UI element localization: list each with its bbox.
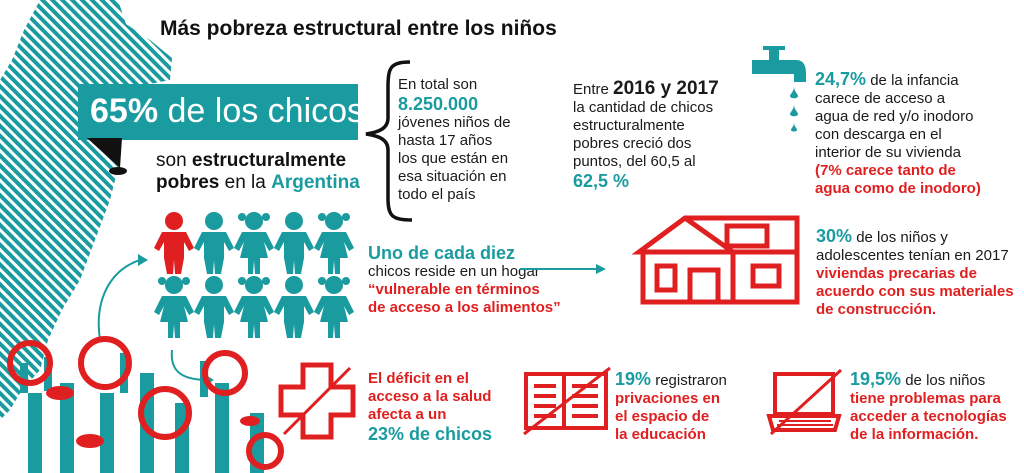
- total-block: En total son 8.250.000 jóvenes niños de …: [398, 76, 528, 204]
- growth-line: estructuralmente: [573, 117, 685, 134]
- housing-pct: 30%: [816, 226, 853, 246]
- book-icon: [523, 366, 611, 436]
- hero-line2-bold: estructuralmente: [191, 150, 347, 171]
- health-red: afecta a un: [368, 406, 447, 423]
- food-head: Uno de cada diez: [368, 243, 516, 263]
- total-line: jóvenes niños de: [398, 114, 511, 131]
- food-red2: de acceso a los alimentos”: [368, 299, 561, 316]
- total-line: los que están en: [398, 150, 509, 167]
- technology-red: acceder a tecnologías: [850, 408, 1007, 425]
- water-line: con descarga en el: [815, 126, 942, 143]
- laptop-icon: [766, 368, 843, 436]
- hero-line2-pre: son: [156, 150, 192, 171]
- technology-red: de la información.: [850, 426, 979, 443]
- water-block: 24,7% de la infancia carece de acceso a …: [815, 70, 1020, 198]
- education-red: privaciones en: [615, 390, 721, 407]
- health-value: 23% de chicos: [368, 424, 493, 444]
- hero-banner: [78, 84, 358, 140]
- housing-line2: adolescentes tenían en 2017: [816, 247, 1009, 264]
- food-red1: “vulnerable en términos: [368, 281, 540, 298]
- food-line2: chicos reside en un hogar: [368, 263, 540, 280]
- hero-line3-mid: en la: [219, 172, 272, 193]
- brace-icon: [365, 60, 413, 222]
- page-title: Más pobreza estructural entre los niños: [160, 17, 557, 40]
- technology-line1: de los niños: [901, 372, 986, 389]
- water-line: interior de su vivienda: [815, 144, 961, 161]
- education-red: la educación: [615, 426, 706, 443]
- hero-line3-bold: pobres: [156, 172, 220, 193]
- growth-line: puntos, del 60,5 al: [573, 153, 696, 170]
- water-red2: agua como de inodoro): [815, 180, 981, 197]
- water-pct: 24,7%: [815, 69, 867, 89]
- housing-red: acuerdo con sus materiales: [816, 283, 1014, 300]
- house-icon: [631, 215, 800, 305]
- growth-value: 62,5 %: [573, 171, 630, 191]
- total-number: 8.250.000: [398, 94, 479, 114]
- health-block: El déficit en el acceso a la salud afect…: [368, 370, 518, 445]
- education-pct: 19%: [615, 369, 652, 389]
- hero-sub: son estructuralmente pobres en la Argent…: [156, 150, 360, 194]
- hero-headline: 65% de los chicos: [90, 92, 364, 130]
- growth-line: la cantidad de chicos: [573, 99, 714, 116]
- raised-hands-icon: [7, 336, 284, 473]
- water-line1: de la infancia: [866, 72, 959, 89]
- hero-pct: 65%: [90, 92, 159, 130]
- health-red: acceso a la salud: [368, 388, 492, 405]
- housing-block: 30% de los niños y adolescentes tenían e…: [816, 227, 1021, 319]
- banner-pointer-icon: [87, 138, 127, 175]
- water-line: carece de acceso a: [815, 90, 946, 107]
- total-line: todo el país: [398, 186, 476, 203]
- total-line1: En total son: [398, 76, 478, 93]
- hero-label: de los chicos: [158, 92, 365, 130]
- faucet-icon: [752, 46, 806, 132]
- growth-block: Entre 2016 y 2017 la cantidad de chicos …: [573, 78, 763, 191]
- food-block: Uno de cada diez chicos reside en un hog…: [368, 243, 608, 317]
- technology-block: 19,5% de los niños tiene problemas para …: [850, 370, 1020, 444]
- total-line: esa situación en: [398, 168, 507, 185]
- education-block: 19% registraron privaciones en el espaci…: [615, 370, 765, 444]
- water-red1: (7% carece tanto de: [815, 162, 956, 179]
- growth-line: pobres creció dos: [573, 135, 692, 152]
- hero-country: Argentina: [271, 172, 360, 193]
- housing-line1: de los niños y: [852, 229, 948, 246]
- water-line: agua de red y/o inodoro: [815, 108, 974, 125]
- health-cross-icon: [278, 362, 356, 440]
- technology-red: tiene problemas para: [850, 390, 1001, 407]
- housing-red: viviendas precarias de: [816, 265, 977, 282]
- education-line1: registraron: [651, 372, 727, 389]
- health-red: El déficit en el: [368, 370, 469, 387]
- growth-years: 2016 y 2017: [613, 78, 719, 99]
- technology-pct: 19,5%: [850, 369, 902, 389]
- housing-red: de construcción.: [816, 301, 937, 318]
- education-red: el espacio de: [615, 408, 710, 425]
- arrow-right-icon: [520, 264, 606, 274]
- growth-pre: Entre: [573, 81, 614, 98]
- total-line: hasta 17 años: [398, 132, 493, 149]
